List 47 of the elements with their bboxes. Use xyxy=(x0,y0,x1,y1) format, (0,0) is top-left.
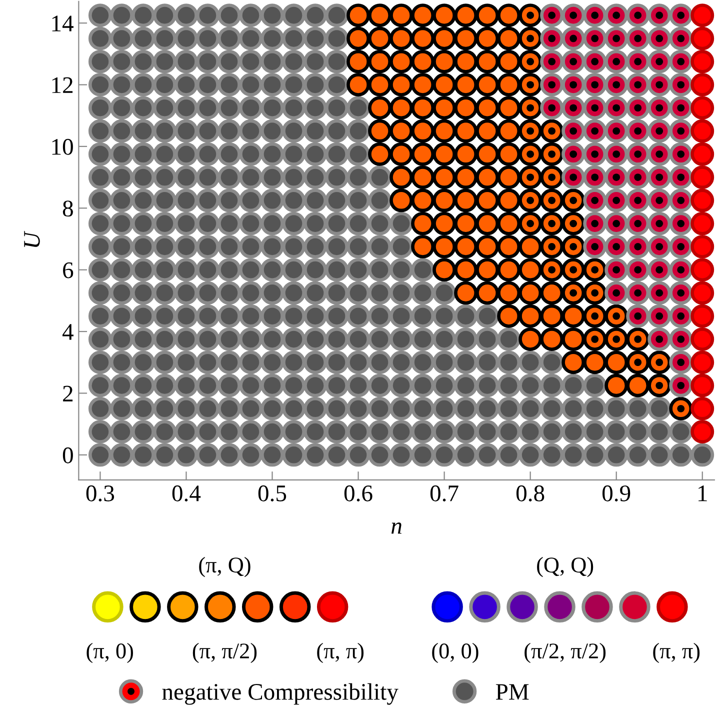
text: (π/2, π/2) xyxy=(524,642,606,664)
point xyxy=(690,26,714,50)
point xyxy=(690,166,714,190)
point xyxy=(690,73,714,96)
x-tick-label: 0.7 xyxy=(430,485,458,502)
point xyxy=(690,119,714,143)
x-tick-label: 0.3 xyxy=(86,485,114,502)
text: (π, π) xyxy=(317,642,364,664)
y-axis-title: U xyxy=(24,230,40,248)
y-tick-label: 6 xyxy=(63,262,74,278)
text: (π, 0) xyxy=(86,642,133,664)
x-tick-label: 1 xyxy=(698,486,707,502)
point xyxy=(690,374,714,398)
point xyxy=(690,50,714,74)
point xyxy=(690,420,714,444)
point xyxy=(690,304,714,328)
x-tick-label: 0.4 xyxy=(172,485,201,502)
x-axis-title: n xyxy=(391,522,402,534)
x-tick-label: 0.9 xyxy=(602,485,630,502)
y-tick-label: 10 xyxy=(52,138,73,155)
text: (π, π/2) xyxy=(192,642,257,664)
legend-label: PM xyxy=(496,684,529,700)
point xyxy=(690,327,714,351)
y-tick-label: 8 xyxy=(62,200,73,217)
point xyxy=(690,188,714,212)
point xyxy=(690,281,714,305)
point xyxy=(690,142,714,166)
point xyxy=(690,234,714,258)
text: (π, Q) xyxy=(199,556,250,578)
x-tick-label: 0.5 xyxy=(258,485,286,502)
text: (Q, Q) xyxy=(537,556,594,578)
x-tick-label: 0.8 xyxy=(516,485,544,502)
point xyxy=(690,350,714,374)
point xyxy=(690,96,714,120)
y-tick-label: 0 xyxy=(62,447,73,464)
y-tick-label: 4 xyxy=(62,324,74,340)
y-tick-label: 14 xyxy=(52,16,74,32)
point xyxy=(690,4,714,28)
point xyxy=(690,212,714,236)
point xyxy=(690,396,714,420)
point xyxy=(690,258,714,282)
legend-label: negative Compressibility xyxy=(162,683,398,705)
y-tick-label: 12 xyxy=(52,77,73,93)
x-tick-label: 0.6 xyxy=(344,485,372,502)
text: (π, π) xyxy=(653,642,700,664)
y-tick-label: 2 xyxy=(63,386,73,402)
text: (0, 0) xyxy=(432,642,478,664)
